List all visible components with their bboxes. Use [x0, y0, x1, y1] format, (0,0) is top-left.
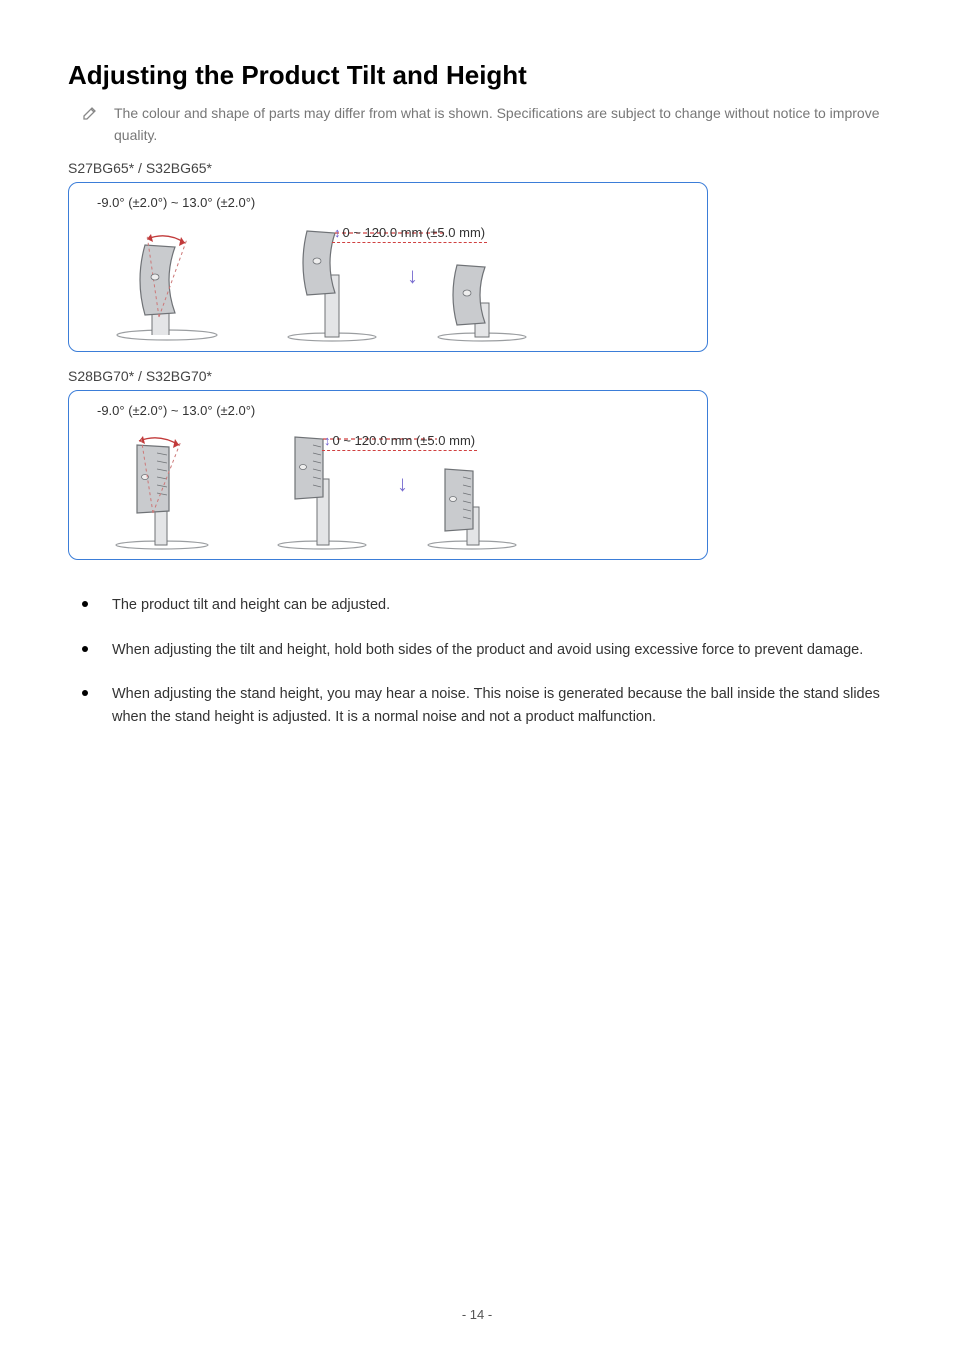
- list-item: When adjusting the tilt and height, hold…: [82, 639, 886, 661]
- bullet-icon: [82, 601, 88, 607]
- updown-icon: ↕: [334, 225, 341, 240]
- tilt-diagram-1: [97, 225, 237, 343]
- tilt-range-label-1: -9.0° (±2.0°) ~ 13.0° (±2.0°): [97, 195, 689, 210]
- list-item: When adjusting the stand height, you may…: [82, 683, 886, 728]
- height-range-label-1: ↕0 ~ 120.0 mm (±5.0 mm): [332, 225, 487, 243]
- bullet-icon: [82, 646, 88, 652]
- note-row: The colour and shape of parts may differ…: [68, 103, 886, 146]
- tilt-range-label-2: -9.0° (±2.0°) ~ 13.0° (±2.0°): [97, 403, 689, 418]
- down-arrow-icon: ↓: [407, 263, 418, 289]
- page-number: - 14 -: [0, 1307, 954, 1322]
- page-title: Adjusting the Product Tilt and Height: [68, 60, 886, 91]
- diagram-box-1: -9.0° (±2.0°) ~ 13.0° (±2.0°): [68, 182, 708, 352]
- bullet-text: The product tilt and height can be adjus…: [112, 594, 390, 616]
- tilt-diagram-2: [97, 433, 227, 551]
- bullet-list: The product tilt and height can be adjus…: [68, 594, 886, 728]
- bullet-text: When adjusting the tilt and height, hold…: [112, 639, 863, 661]
- model-label-2: S28BG70* / S32BG70*: [68, 368, 886, 384]
- height-range-label-2: ↕0 ~ 120.0 mm (±5.0 mm): [322, 433, 477, 451]
- list-item: The product tilt and height can be adjus…: [82, 594, 886, 616]
- monitor-tilt-curved-icon: [97, 225, 237, 343]
- height-diagram-1: ↕0 ~ 120.0 mm (±5.0 mm) ↓: [277, 225, 577, 343]
- height-diagram-2: ↕0 ~ 120.0 mm (±5.0 mm) ↓: [267, 433, 567, 551]
- down-arrow-icon: ↓: [397, 471, 408, 497]
- diagram-box-2: -9.0° (±2.0°) ~ 13.0° (±2.0°): [68, 390, 708, 560]
- bullet-text: When adjusting the stand height, you may…: [112, 683, 886, 728]
- note-text: The colour and shape of parts may differ…: [114, 103, 886, 146]
- model-label-1: S27BG65* / S32BG65*: [68, 160, 886, 176]
- updown-icon: ↕: [324, 433, 331, 448]
- bullet-icon: [82, 690, 88, 696]
- pencil-icon: [82, 105, 98, 121]
- monitor-tilt-flat-icon: [97, 433, 227, 551]
